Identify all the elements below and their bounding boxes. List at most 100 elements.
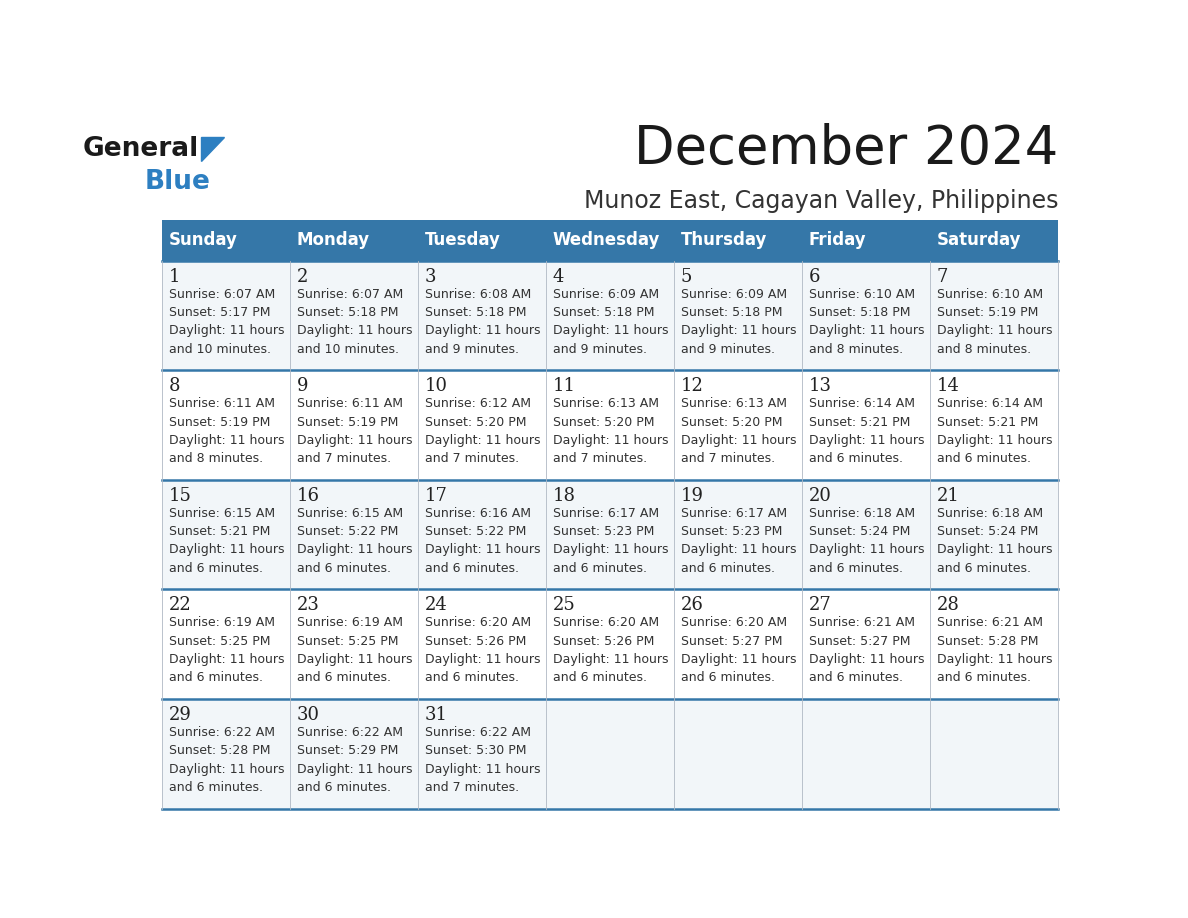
Text: Daylight: 11 hours: Daylight: 11 hours bbox=[425, 653, 541, 666]
Text: 4: 4 bbox=[552, 268, 564, 285]
Text: Sunset: 5:24 PM: Sunset: 5:24 PM bbox=[809, 525, 910, 538]
Text: and 7 minutes.: and 7 minutes. bbox=[681, 453, 775, 465]
Text: and 6 minutes.: and 6 minutes. bbox=[169, 671, 263, 685]
Text: Sunrise: 6:18 AM: Sunrise: 6:18 AM bbox=[809, 507, 915, 520]
Text: 22: 22 bbox=[169, 597, 191, 614]
Text: Sunrise: 6:21 AM: Sunrise: 6:21 AM bbox=[809, 616, 915, 629]
Text: Sunrise: 6:16 AM: Sunrise: 6:16 AM bbox=[425, 507, 531, 520]
Text: Sunrise: 6:13 AM: Sunrise: 6:13 AM bbox=[552, 397, 658, 410]
Text: 23: 23 bbox=[297, 597, 320, 614]
Text: 19: 19 bbox=[681, 487, 703, 505]
Text: 16: 16 bbox=[297, 487, 320, 505]
Text: December 2024: December 2024 bbox=[634, 123, 1059, 175]
Text: and 7 minutes.: and 7 minutes. bbox=[552, 453, 646, 465]
Text: Daylight: 11 hours: Daylight: 11 hours bbox=[809, 653, 924, 666]
Text: and 6 minutes.: and 6 minutes. bbox=[936, 453, 1031, 465]
Text: and 6 minutes.: and 6 minutes. bbox=[809, 671, 903, 685]
Text: 5: 5 bbox=[681, 268, 693, 285]
Text: Sunset: 5:20 PM: Sunset: 5:20 PM bbox=[425, 416, 526, 429]
Text: Sunrise: 6:11 AM: Sunrise: 6:11 AM bbox=[297, 397, 403, 410]
Bar bbox=[163, 589, 1059, 699]
Text: and 6 minutes.: and 6 minutes. bbox=[809, 453, 903, 465]
Text: Daylight: 11 hours: Daylight: 11 hours bbox=[552, 434, 668, 447]
Text: Sunset: 5:19 PM: Sunset: 5:19 PM bbox=[169, 416, 270, 429]
Text: Sunrise: 6:13 AM: Sunrise: 6:13 AM bbox=[681, 397, 786, 410]
Text: Sunset: 5:27 PM: Sunset: 5:27 PM bbox=[681, 634, 782, 648]
Text: 15: 15 bbox=[169, 487, 191, 505]
Text: Sunset: 5:26 PM: Sunset: 5:26 PM bbox=[425, 634, 526, 648]
Text: 20: 20 bbox=[809, 487, 832, 505]
Text: Sunset: 5:22 PM: Sunset: 5:22 PM bbox=[297, 525, 398, 538]
Text: Sunrise: 6:21 AM: Sunrise: 6:21 AM bbox=[936, 616, 1043, 629]
Text: 7: 7 bbox=[936, 268, 948, 285]
Text: Sunset: 5:19 PM: Sunset: 5:19 PM bbox=[936, 306, 1038, 319]
Text: and 6 minutes.: and 6 minutes. bbox=[169, 781, 263, 794]
Text: 10: 10 bbox=[425, 377, 448, 396]
Text: Sunset: 5:19 PM: Sunset: 5:19 PM bbox=[297, 416, 398, 429]
Text: 14: 14 bbox=[936, 377, 960, 396]
Text: Sunrise: 6:09 AM: Sunrise: 6:09 AM bbox=[552, 287, 659, 300]
Text: and 10 minutes.: and 10 minutes. bbox=[297, 342, 399, 355]
Text: Sunset: 5:26 PM: Sunset: 5:26 PM bbox=[552, 634, 655, 648]
Text: and 9 minutes.: and 9 minutes. bbox=[681, 342, 775, 355]
Text: Sunset: 5:18 PM: Sunset: 5:18 PM bbox=[681, 306, 782, 319]
Text: Sunrise: 6:15 AM: Sunrise: 6:15 AM bbox=[169, 507, 274, 520]
Text: Daylight: 11 hours: Daylight: 11 hours bbox=[169, 324, 284, 337]
Text: Daylight: 11 hours: Daylight: 11 hours bbox=[681, 543, 796, 556]
Text: and 9 minutes.: and 9 minutes. bbox=[552, 342, 646, 355]
Text: and 6 minutes.: and 6 minutes. bbox=[425, 562, 519, 575]
Text: 24: 24 bbox=[425, 597, 448, 614]
Text: Daylight: 11 hours: Daylight: 11 hours bbox=[552, 543, 668, 556]
Text: Monday: Monday bbox=[297, 231, 369, 249]
Text: Sunrise: 6:10 AM: Sunrise: 6:10 AM bbox=[936, 287, 1043, 300]
Text: Sunset: 5:23 PM: Sunset: 5:23 PM bbox=[552, 525, 655, 538]
Text: Sunrise: 6:11 AM: Sunrise: 6:11 AM bbox=[169, 397, 274, 410]
Text: Saturday: Saturday bbox=[936, 231, 1022, 249]
Text: 26: 26 bbox=[681, 597, 703, 614]
Text: Daylight: 11 hours: Daylight: 11 hours bbox=[809, 324, 924, 337]
Text: Sunrise: 6:14 AM: Sunrise: 6:14 AM bbox=[936, 397, 1043, 410]
Text: 17: 17 bbox=[425, 487, 448, 505]
Text: Sunset: 5:21 PM: Sunset: 5:21 PM bbox=[169, 525, 270, 538]
Text: Sunset: 5:17 PM: Sunset: 5:17 PM bbox=[169, 306, 270, 319]
Text: Sunset: 5:18 PM: Sunset: 5:18 PM bbox=[552, 306, 655, 319]
Text: Daylight: 11 hours: Daylight: 11 hours bbox=[936, 434, 1053, 447]
Text: Sunrise: 6:19 AM: Sunrise: 6:19 AM bbox=[169, 616, 274, 629]
Text: Wednesday: Wednesday bbox=[552, 231, 661, 249]
Text: Daylight: 11 hours: Daylight: 11 hours bbox=[425, 763, 541, 776]
Text: Tuesday: Tuesday bbox=[425, 231, 500, 249]
Text: Sunday: Sunday bbox=[169, 231, 238, 249]
Text: Sunrise: 6:22 AM: Sunrise: 6:22 AM bbox=[297, 726, 403, 739]
Text: and 10 minutes.: and 10 minutes. bbox=[169, 342, 271, 355]
Text: Daylight: 11 hours: Daylight: 11 hours bbox=[297, 763, 412, 776]
Bar bbox=[163, 699, 1059, 809]
Text: Sunrise: 6:09 AM: Sunrise: 6:09 AM bbox=[681, 287, 786, 300]
Text: Sunrise: 6:07 AM: Sunrise: 6:07 AM bbox=[297, 287, 403, 300]
Text: 1: 1 bbox=[169, 268, 181, 285]
Text: Friday: Friday bbox=[809, 231, 866, 249]
Text: and 7 minutes.: and 7 minutes. bbox=[425, 453, 519, 465]
Bar bbox=[163, 480, 1059, 589]
Text: 27: 27 bbox=[809, 597, 832, 614]
Text: and 7 minutes.: and 7 minutes. bbox=[425, 781, 519, 794]
Text: Munoz East, Cagayan Valley, Philippines: Munoz East, Cagayan Valley, Philippines bbox=[583, 188, 1059, 213]
Text: Sunset: 5:25 PM: Sunset: 5:25 PM bbox=[297, 634, 398, 648]
Text: Sunrise: 6:22 AM: Sunrise: 6:22 AM bbox=[169, 726, 274, 739]
Text: General: General bbox=[83, 136, 200, 162]
Text: Sunrise: 6:19 AM: Sunrise: 6:19 AM bbox=[297, 616, 403, 629]
Text: Sunrise: 6:20 AM: Sunrise: 6:20 AM bbox=[425, 616, 531, 629]
Text: 21: 21 bbox=[936, 487, 960, 505]
Bar bbox=[163, 219, 1059, 261]
Text: Thursday: Thursday bbox=[681, 231, 767, 249]
Text: Sunset: 5:22 PM: Sunset: 5:22 PM bbox=[425, 525, 526, 538]
Text: 3: 3 bbox=[425, 268, 436, 285]
Text: Sunset: 5:28 PM: Sunset: 5:28 PM bbox=[169, 744, 270, 757]
Text: and 8 minutes.: and 8 minutes. bbox=[936, 342, 1031, 355]
Text: Sunset: 5:30 PM: Sunset: 5:30 PM bbox=[425, 744, 526, 757]
Text: 12: 12 bbox=[681, 377, 703, 396]
Text: Sunrise: 6:17 AM: Sunrise: 6:17 AM bbox=[681, 507, 786, 520]
Bar bbox=[163, 370, 1059, 480]
Text: Sunrise: 6:17 AM: Sunrise: 6:17 AM bbox=[552, 507, 659, 520]
Text: and 6 minutes.: and 6 minutes. bbox=[169, 562, 263, 575]
Bar bbox=[163, 261, 1059, 370]
